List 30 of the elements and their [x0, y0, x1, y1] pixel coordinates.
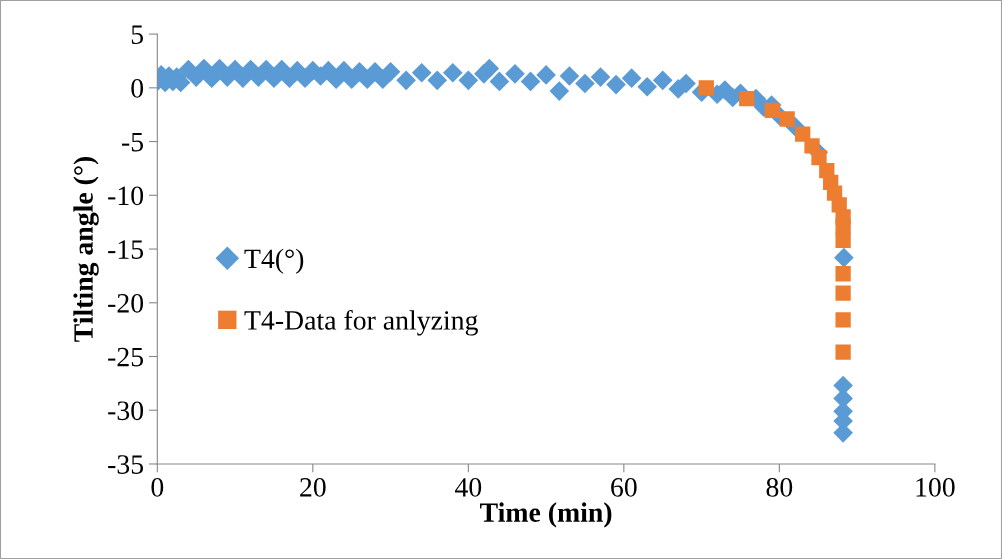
- y-axis-title: Tilting angle (°): [73, 156, 99, 342]
- y-tick-label: 5: [131, 25, 144, 45]
- x-tick-label: 40: [454, 477, 482, 497]
- point: [779, 111, 795, 127]
- y-tick-label: -5: [122, 133, 144, 152]
- point: [698, 80, 714, 96]
- point: [739, 90, 755, 107]
- y-tick-label: -30: [108, 401, 144, 421]
- x-tick-label: 60: [611, 477, 637, 497]
- point: [835, 344, 851, 360]
- point: [811, 150, 827, 166]
- point: [835, 285, 851, 301]
- y-tick-label: -20: [108, 293, 144, 313]
- x-axis-title: Time (min): [480, 502, 612, 528]
- y-tick-label: -10: [108, 186, 144, 206]
- x-tick-label: 100: [916, 477, 955, 497]
- x-tick-label: 80: [766, 477, 793, 497]
- x-tick-label: 20: [300, 477, 326, 497]
- y-tick-label: 0: [131, 79, 144, 98]
- y-tick-label: -35: [108, 455, 144, 474]
- x-tick-label: 0: [151, 477, 164, 497]
- point: [764, 102, 780, 119]
- legend-label: T4(°): [244, 248, 304, 274]
- point: [835, 266, 851, 282]
- point: [835, 312, 851, 328]
- point: [835, 218, 851, 235]
- y-tick-label: -25: [108, 347, 144, 367]
- legend-label: T4-Data for anlyzing: [244, 309, 478, 336]
- y-tick-label: -15: [108, 240, 144, 259]
- point: [835, 232, 851, 249]
